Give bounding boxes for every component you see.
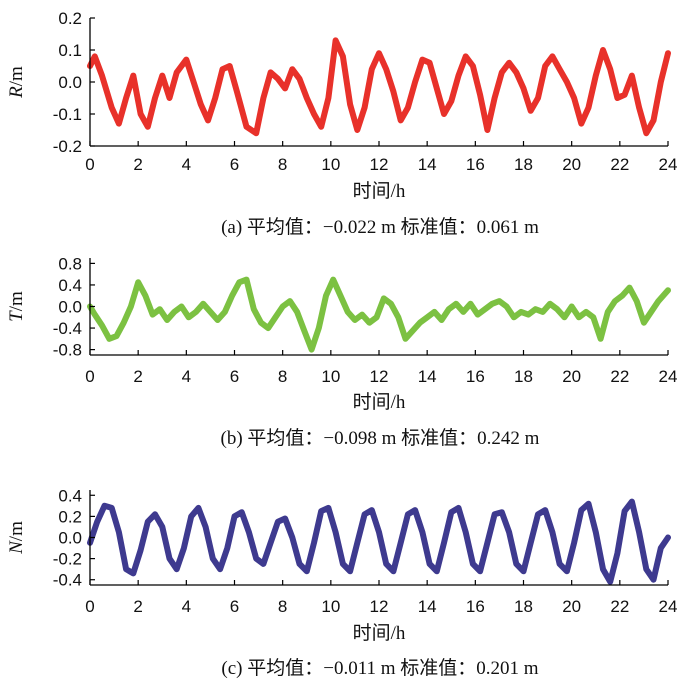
x-tick-label: 0 xyxy=(85,367,94,386)
x-tick-label: 18 xyxy=(514,367,533,386)
y-tick-label: 0.4 xyxy=(58,486,82,505)
x-tick-label: 6 xyxy=(230,367,239,386)
x-tick-label: 24 xyxy=(659,597,678,616)
x-tick-label: 4 xyxy=(182,367,191,386)
x-tick-label: 14 xyxy=(418,155,437,174)
x-tick-label: 20 xyxy=(562,367,581,386)
series-line-b xyxy=(87,276,671,353)
x-tick-label: 8 xyxy=(278,367,287,386)
y-axis-label-unit: /m xyxy=(6,66,27,86)
x-tick-label: 16 xyxy=(466,155,485,174)
y-axis-label-unit: /m xyxy=(6,521,27,541)
y-tick-label: -0.4 xyxy=(53,571,82,590)
y-tick-label: -0.2 xyxy=(53,550,82,569)
x-axis-label-b: 时间/h xyxy=(353,391,406,413)
x-tick-label: 2 xyxy=(133,155,142,174)
x-axis-label-c: 时间/h xyxy=(353,622,406,644)
x-tick-label: 14 xyxy=(418,597,437,616)
x-tick-label: 12 xyxy=(370,597,389,616)
y-tick-label: 0.2 xyxy=(58,9,82,28)
y-tick-label: -0.1 xyxy=(53,105,82,124)
x-tick-label: 16 xyxy=(466,367,485,386)
x-tick-label: 16 xyxy=(466,597,485,616)
x-tick-label: 8 xyxy=(278,597,287,616)
y-axis-label-var: T xyxy=(6,310,27,322)
x-tick-label: 6 xyxy=(230,155,239,174)
y-tick-label: -0.4 xyxy=(53,319,82,338)
x-tick-label: 20 xyxy=(562,597,581,616)
x-tick-label: 4 xyxy=(182,155,191,174)
y-axis-label-var: N xyxy=(6,540,27,555)
chart-panel-c: 0 2 4 6 8 10 12 14 16 18 20 22 240.40.20.0-0.2-0.4N/… xyxy=(6,486,677,679)
x-tick-label: 10 xyxy=(321,155,340,174)
y-tick-label: -0.2 xyxy=(53,137,82,156)
series-line-c xyxy=(87,498,671,585)
panel-caption-b: (b) 平均值：−0.098 m 标准值：0.242 m xyxy=(221,427,540,449)
x-tick-label: 12 xyxy=(370,155,389,174)
x-tick-label: 14 xyxy=(418,367,437,386)
x-tick-label: 22 xyxy=(610,155,629,174)
x-tick-label: 4 xyxy=(182,597,191,616)
x-tick-label: 10 xyxy=(321,367,340,386)
y-tick-label: 0.8 xyxy=(58,254,82,273)
chart-panel-a: 0 2 4 6 8 10 12 14 16 18 20 22 240.20.10.0-0.1-0.2R/… xyxy=(6,9,677,238)
x-tick-label: 12 xyxy=(370,367,389,386)
x-tick-label: 18 xyxy=(514,155,533,174)
x-tick-label: 20 xyxy=(562,155,581,174)
x-tick-label: 0 xyxy=(85,597,94,616)
x-tick-label: 22 xyxy=(610,597,629,616)
x-tick-label: 6 xyxy=(230,597,239,616)
panel-caption-a: (a) 平均值：−0.022 m 标准值：0.061 m xyxy=(221,216,539,238)
panel-caption-c: (c) 平均值：−0.011 m 标准值：0.201 m xyxy=(221,657,538,679)
y-tick-label: 0.1 xyxy=(58,41,82,60)
y-tick-label: 0.4 xyxy=(58,276,82,295)
x-tick-label: 2 xyxy=(133,597,142,616)
y-axis-label-unit: /m xyxy=(6,291,27,311)
y-axis-label-c: N/m xyxy=(6,521,27,555)
x-tick-label: 22 xyxy=(610,367,629,386)
y-axis-label-b: T/m xyxy=(6,291,27,322)
y-axis-label-a: R/m xyxy=(6,66,27,99)
x-tick-label: 10 xyxy=(321,597,340,616)
x-tick-label: 0 xyxy=(85,155,94,174)
y-tick-label: 0.0 xyxy=(58,73,82,92)
x-tick-label: 18 xyxy=(514,597,533,616)
x-tick-label: 24 xyxy=(659,155,678,174)
x-tick-label: 8 xyxy=(278,155,287,174)
y-axis-label-var: R xyxy=(6,86,27,99)
series-line-a xyxy=(87,37,671,137)
y-tick-label: 0.2 xyxy=(58,507,82,526)
x-tick-label: 2 xyxy=(133,367,142,386)
x-axis-label-a: 时间/h xyxy=(353,180,406,202)
y-tick-label: 0.0 xyxy=(58,298,82,317)
chart-panel-b: 0 2 4 6 8 10 12 14 16 18 20 22 240.80.40.0-0.4-0.8T/… xyxy=(6,254,677,449)
y-tick-label: -0.8 xyxy=(53,341,82,360)
y-tick-label: 0.0 xyxy=(58,529,82,548)
x-tick-label: 24 xyxy=(659,367,678,386)
